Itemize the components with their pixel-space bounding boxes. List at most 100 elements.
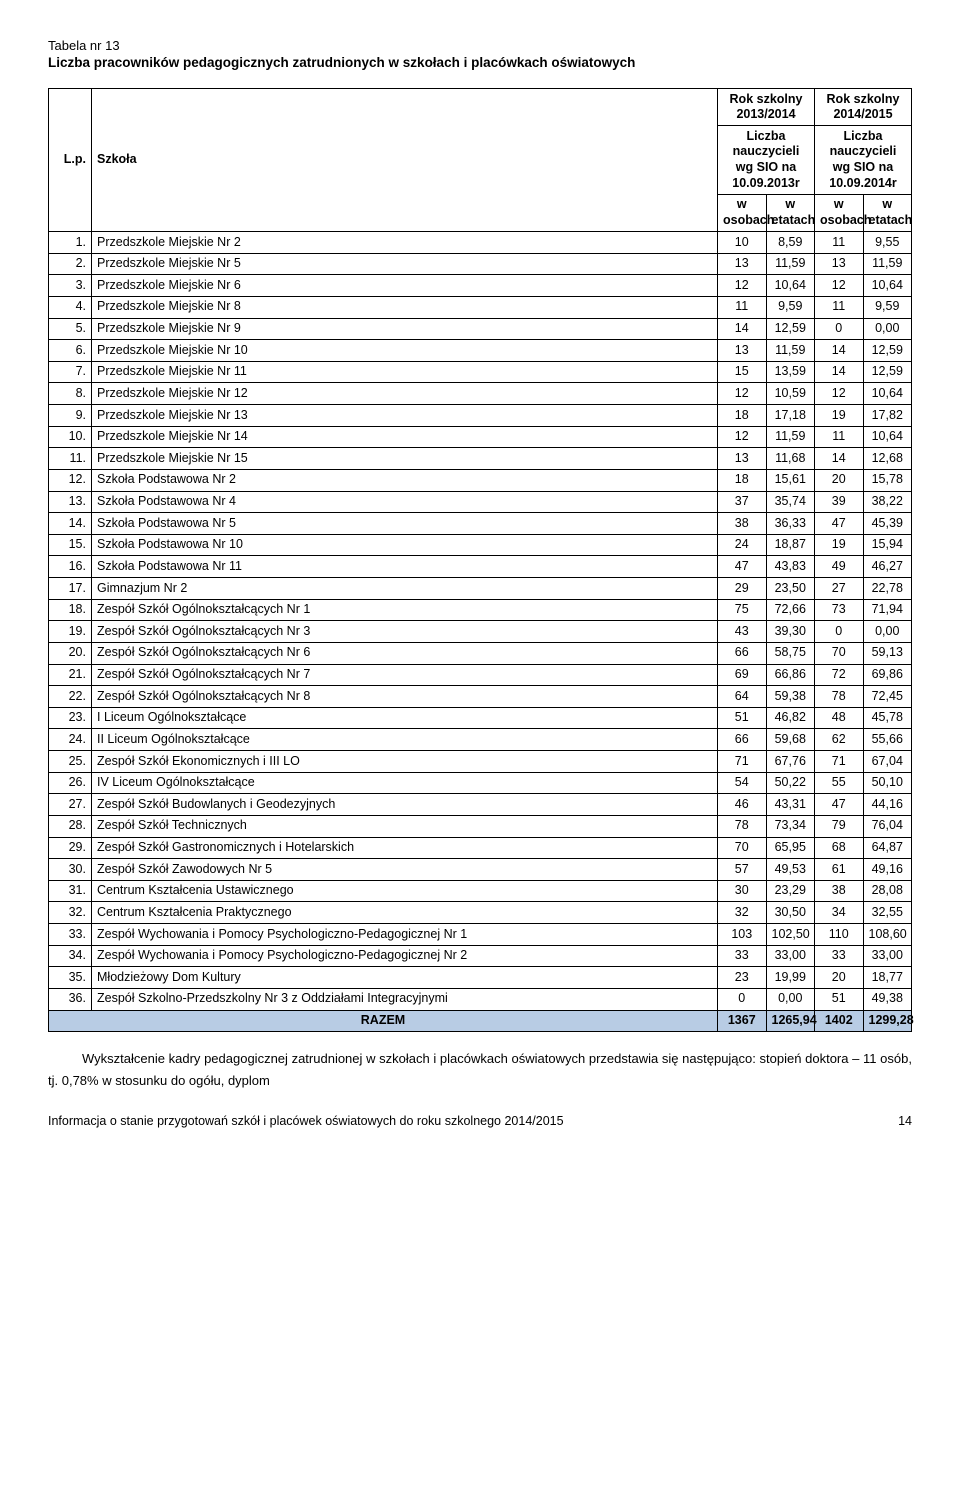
cell-c: 47 xyxy=(815,794,864,816)
table-row: 9.Przedszkole Miejskie Nr 131817,181917,… xyxy=(49,405,912,427)
cell-c: 19 xyxy=(815,534,864,556)
cell-b: 15,61 xyxy=(766,469,815,491)
cell-lp: 22. xyxy=(49,686,92,708)
cell-d: 76,04 xyxy=(863,815,912,837)
cell-d: 18,77 xyxy=(863,967,912,989)
cell-name: Przedszkole Miejskie Nr 13 xyxy=(92,405,718,427)
table-row: 27.Zespół Szkół Budowlanych i Geodezyjny… xyxy=(49,794,912,816)
table-row: 25.Zespół Szkół Ekonomicznych i III LO71… xyxy=(49,751,912,773)
cell-c: 38 xyxy=(815,880,864,902)
cell-d: 44,16 xyxy=(863,794,912,816)
cell-c: 19 xyxy=(815,405,864,427)
cell-name: Centrum Kształcenia Praktycznego xyxy=(92,902,718,924)
cell-lp: 10. xyxy=(49,426,92,448)
cell-b: 11,59 xyxy=(766,253,815,275)
table-row: 20.Zespół Szkół Ogólnokształcących Nr 66… xyxy=(49,642,912,664)
cell-a: 43 xyxy=(718,621,767,643)
cell-d: 9,59 xyxy=(863,296,912,318)
cell-c: 51 xyxy=(815,988,864,1010)
footer-page-number: 14 xyxy=(898,1114,912,1128)
cell-name: Zespół Wychowania i Pomocy Psychologiczn… xyxy=(92,945,718,967)
cell-a: 103 xyxy=(718,924,767,946)
cell-name: Zespół Szkół Ogólnokształcących Nr 6 xyxy=(92,642,718,664)
cell-lp: 17. xyxy=(49,578,92,600)
cell-d: 12,59 xyxy=(863,340,912,362)
cell-name: I Liceum Ogólnokształcące xyxy=(92,707,718,729)
table-row: 24.II Liceum Ogólnokształcące6659,686255… xyxy=(49,729,912,751)
cell-a: 13 xyxy=(718,253,767,275)
cell-d: 72,45 xyxy=(863,686,912,708)
cell-total-label: RAZEM xyxy=(49,1010,718,1032)
cell-lp: 33. xyxy=(49,924,92,946)
table-row: 28.Zespół Szkół Technicznych7873,347976,… xyxy=(49,815,912,837)
table-row: 17.Gimnazjum Nr 22923,502722,78 xyxy=(49,578,912,600)
cell-c: 34 xyxy=(815,902,864,924)
table-row: 8.Przedszkole Miejskie Nr 121210,591210,… xyxy=(49,383,912,405)
cell-a: 14 xyxy=(718,318,767,340)
cell-a: 30 xyxy=(718,880,767,902)
cell-name: Gimnazjum Nr 2 xyxy=(92,578,718,600)
cell-c: 68 xyxy=(815,837,864,859)
cell-c: 11 xyxy=(815,232,864,254)
cell-a: 13 xyxy=(718,340,767,362)
cell-c: 79 xyxy=(815,815,864,837)
cell-c: 14 xyxy=(815,340,864,362)
cell-a: 18 xyxy=(718,405,767,427)
cell-b: 73,34 xyxy=(766,815,815,837)
cell-d: 38,22 xyxy=(863,491,912,513)
cell-c: 11 xyxy=(815,426,864,448)
cell-name: Przedszkole Miejskie Nr 5 xyxy=(92,253,718,275)
cell-lp: 25. xyxy=(49,751,92,773)
cell-name: Przedszkole Miejskie Nr 6 xyxy=(92,275,718,297)
cell-total-b: 1265,94 xyxy=(766,1010,815,1032)
table-row: 11.Przedszkole Miejskie Nr 151311,681412… xyxy=(49,448,912,470)
cell-a: 66 xyxy=(718,729,767,751)
cell-a: 32 xyxy=(718,902,767,924)
cell-lp: 24. xyxy=(49,729,92,751)
cell-lp: 34. xyxy=(49,945,92,967)
cell-name: Szkoła Podstawowa Nr 11 xyxy=(92,556,718,578)
cell-a: 71 xyxy=(718,751,767,773)
page-title: Liczba pracowników pedagogicznych zatrud… xyxy=(48,55,912,70)
th-szkola: Szkoła xyxy=(92,89,718,232)
cell-b: 43,83 xyxy=(766,556,815,578)
cell-b: 11,59 xyxy=(766,340,815,362)
cell-a: 12 xyxy=(718,383,767,405)
cell-a: 46 xyxy=(718,794,767,816)
cell-b: 17,18 xyxy=(766,405,815,427)
footer-left-text: Informacja o stanie przygotowań szkół i … xyxy=(48,1114,564,1128)
cell-b: 39,30 xyxy=(766,621,815,643)
cell-b: 30,50 xyxy=(766,902,815,924)
cell-name: Zespół Wychowania i Pomocy Psychologiczn… xyxy=(92,924,718,946)
cell-a: 33 xyxy=(718,945,767,967)
cell-a: 54 xyxy=(718,772,767,794)
cell-lp: 3. xyxy=(49,275,92,297)
cell-b: 36,33 xyxy=(766,513,815,535)
cell-c: 71 xyxy=(815,751,864,773)
cell-d: 71,94 xyxy=(863,599,912,621)
cell-lp: 27. xyxy=(49,794,92,816)
cell-b: 67,76 xyxy=(766,751,815,773)
cell-d: 46,27 xyxy=(863,556,912,578)
cell-c: 61 xyxy=(815,859,864,881)
cell-d: 22,78 xyxy=(863,578,912,600)
table-row: 14.Szkoła Podstawowa Nr 53836,334745,39 xyxy=(49,513,912,535)
cell-b: 102,50 xyxy=(766,924,815,946)
cell-name: Szkoła Podstawowa Nr 5 xyxy=(92,513,718,535)
cell-name: Zespół Szkół Ogólnokształcących Nr 8 xyxy=(92,686,718,708)
cell-name: Przedszkole Miejskie Nr 15 xyxy=(92,448,718,470)
cell-name: Zespół Szkół Ogólnokształcących Nr 1 xyxy=(92,599,718,621)
cell-c: 14 xyxy=(815,448,864,470)
cell-lp: 6. xyxy=(49,340,92,362)
staff-table: L.p. Szkoła Rok szkolny 2013/2014 Rok sz… xyxy=(48,88,912,1032)
cell-c: 12 xyxy=(815,383,864,405)
cell-name: Zespół Szkół Gastronomicznych i Hotelars… xyxy=(92,837,718,859)
cell-a: 0 xyxy=(718,988,767,1010)
cell-d: 0,00 xyxy=(863,318,912,340)
cell-a: 57 xyxy=(718,859,767,881)
table-row: 22.Zespół Szkół Ogólnokształcących Nr 86… xyxy=(49,686,912,708)
cell-a: 29 xyxy=(718,578,767,600)
table-row: 6.Przedszkole Miejskie Nr 101311,591412,… xyxy=(49,340,912,362)
cell-c: 13 xyxy=(815,253,864,275)
cell-lp: 21. xyxy=(49,664,92,686)
